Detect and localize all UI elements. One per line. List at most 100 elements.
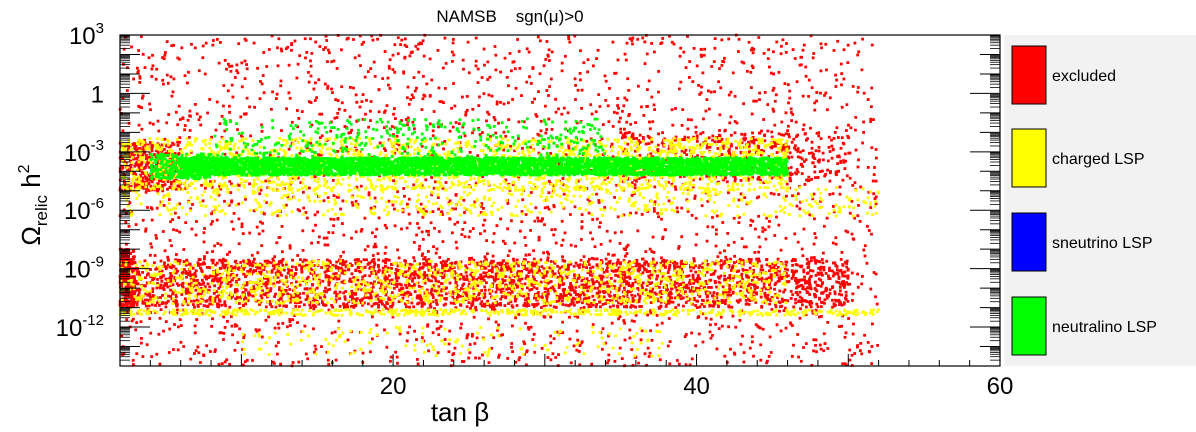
data-point — [334, 266, 338, 270]
data-point — [536, 216, 540, 220]
data-point — [483, 63, 486, 67]
data-point — [402, 293, 406, 297]
data-point — [636, 268, 640, 272]
data-point — [688, 363, 692, 367]
data-point — [146, 293, 150, 297]
data-point — [813, 101, 817, 105]
data-point — [437, 125, 440, 129]
data-point — [628, 336, 632, 340]
data-point — [401, 286, 405, 290]
data-point — [748, 346, 752, 350]
data-point — [391, 303, 395, 307]
data-point — [244, 288, 248, 292]
data-point — [302, 291, 305, 295]
data-point — [265, 281, 268, 284]
data-point — [413, 329, 416, 333]
data-point — [561, 303, 565, 306]
data-point — [240, 85, 244, 89]
data-point — [831, 241, 835, 245]
data-point — [613, 110, 616, 114]
data-point — [612, 296, 616, 300]
data-point — [820, 258, 824, 261]
data-point — [666, 344, 670, 348]
data-point — [840, 293, 843, 297]
data-point — [804, 305, 808, 309]
data-point — [717, 327, 721, 330]
data-point — [226, 320, 229, 323]
data-point — [580, 291, 584, 295]
data-point — [263, 212, 266, 216]
data-point — [429, 291, 433, 295]
data-point — [777, 132, 781, 136]
data-point — [345, 37, 349, 41]
data-point — [396, 248, 399, 252]
data-point — [463, 235, 467, 239]
data-point — [670, 182, 674, 186]
data-point — [845, 265, 849, 269]
data-point — [574, 290, 577, 293]
data-point — [251, 294, 254, 298]
data-point — [454, 121, 458, 124]
data-point — [526, 286, 529, 290]
data-point — [611, 125, 615, 128]
data-point — [809, 34, 813, 38]
data-point — [272, 362, 276, 365]
data-point — [468, 351, 472, 355]
data-point — [170, 94, 174, 98]
data-point — [631, 282, 635, 285]
data-point — [664, 305, 668, 308]
data-point — [388, 58, 392, 62]
data-point — [261, 221, 264, 225]
data-point — [649, 309, 653, 312]
data-point — [481, 131, 484, 134]
data-point — [294, 280, 298, 284]
data-point — [164, 267, 168, 271]
data-point — [685, 286, 688, 290]
data-point — [636, 37, 640, 41]
data-point — [465, 336, 469, 340]
data-point — [582, 61, 586, 65]
data-point — [713, 262, 717, 266]
data-point — [244, 302, 247, 306]
data-point — [569, 293, 573, 297]
data-point — [241, 232, 245, 235]
data-point — [175, 282, 179, 286]
data-point — [342, 291, 346, 295]
data-point — [741, 259, 745, 262]
data-point — [799, 265, 803, 269]
data-point — [850, 353, 854, 357]
data-point — [198, 258, 202, 261]
data-point — [517, 358, 521, 362]
data-point — [426, 324, 429, 328]
data-point — [448, 329, 452, 333]
data-point — [573, 205, 577, 209]
data-point — [238, 327, 242, 331]
data-point — [706, 294, 709, 298]
data-point — [423, 256, 427, 259]
data-point — [223, 153, 227, 156]
data-point — [805, 257, 809, 261]
data-point — [220, 114, 224, 118]
data-point — [707, 89, 710, 93]
data-point — [716, 255, 720, 259]
data-point — [839, 62, 843, 66]
data-point — [568, 40, 572, 44]
data-point — [318, 112, 322, 116]
data-point — [641, 257, 644, 261]
data-point — [495, 285, 499, 289]
data-point — [670, 108, 674, 112]
data-point — [546, 289, 550, 293]
data-point — [155, 67, 159, 71]
data-point — [805, 262, 809, 265]
data-point — [453, 276, 457, 280]
data-point — [501, 287, 505, 291]
data-point — [729, 90, 733, 94]
data-point — [759, 268, 763, 272]
data-point — [465, 274, 469, 278]
data-point — [354, 283, 358, 287]
data-point — [563, 287, 566, 291]
data-point — [308, 303, 312, 307]
data-point — [707, 107, 711, 111]
data-point — [728, 274, 732, 277]
data-point — [738, 319, 742, 322]
